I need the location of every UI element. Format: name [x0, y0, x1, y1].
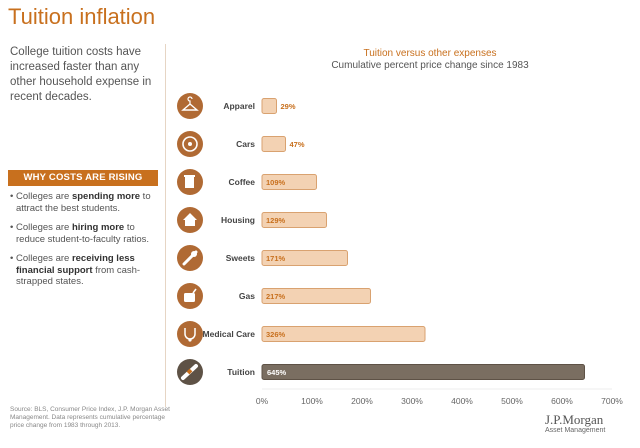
bar	[261, 98, 277, 114]
category-label: Coffee	[229, 177, 256, 187]
bar	[261, 364, 585, 380]
reason-item: • Colleges are receiving less financial …	[10, 253, 141, 287]
data-label: 109%	[266, 178, 286, 187]
data-label: 129%	[266, 216, 286, 225]
bar	[261, 250, 348, 266]
category-label: Housing	[221, 215, 255, 225]
x-tick-label: 700%	[601, 396, 623, 406]
chart-title: Tuition versus other expenses	[363, 48, 497, 59]
category-label: Apparel	[223, 101, 255, 111]
bar	[261, 136, 286, 152]
intro-text: College tuition costs have increased fas…	[10, 46, 152, 103]
chart-subtitle: Cumulative percent price change since 19…	[331, 60, 529, 71]
x-tick-label: 100%	[301, 396, 323, 406]
source-note: Source: BLS, Consumer Price Index, J.P. …	[10, 406, 170, 429]
category-label: Tuition	[227, 367, 255, 377]
data-label: 29%	[281, 102, 296, 111]
data-label: 171%	[266, 254, 286, 263]
bar	[261, 212, 327, 228]
category-label: Sweets	[226, 253, 256, 263]
logo-sub: Asset Management	[545, 427, 606, 434]
category-label: Medical Care	[203, 329, 256, 339]
x-tick-label: 600%	[551, 396, 573, 406]
data-label: 217%	[266, 292, 286, 301]
bar	[261, 174, 317, 190]
x-tick-label: 200%	[351, 396, 373, 406]
data-label: 47%	[290, 140, 305, 149]
vertical-divider	[165, 44, 166, 407]
x-tick-label: 500%	[501, 396, 523, 406]
x-tick-label: 400%	[451, 396, 473, 406]
stethoscope-icon	[177, 321, 203, 347]
jpmorgan-logo: J.P.Morgan Asset Management	[545, 412, 635, 434]
reason-item: • Colleges are hiring more to reduce stu…	[10, 222, 150, 245]
x-tick-label: 300%	[401, 396, 423, 406]
logo-brand: J.P.Morgan	[545, 412, 604, 427]
data-label: 326%	[266, 330, 286, 339]
bar	[261, 288, 371, 304]
bar	[261, 326, 426, 342]
reason-item: • Colleges are spending more to attract …	[10, 191, 151, 214]
hanger-icon	[177, 93, 203, 119]
why-costs-heading: WHY COSTS ARE RISING	[8, 170, 158, 186]
page-title: Tuition inflation	[8, 4, 156, 29]
category-label: Gas	[239, 291, 255, 301]
x-tick-label: 0%	[256, 396, 269, 406]
chart-heading: Tuition versus other expenses Cumulative…	[300, 48, 560, 72]
category-label: Cars	[236, 139, 255, 149]
reasons-list: • Colleges are spending more to attract …	[10, 191, 160, 296]
data-label: 645%	[267, 368, 287, 377]
